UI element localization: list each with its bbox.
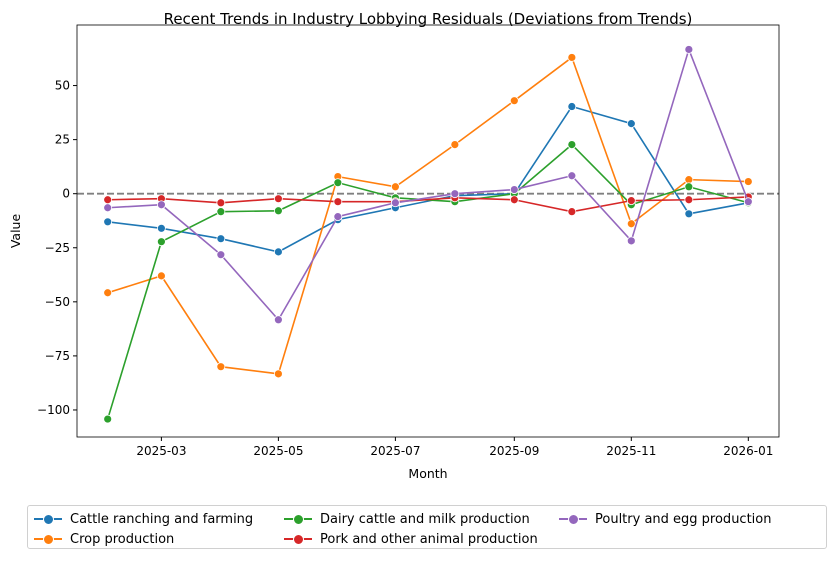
data-point [684, 195, 694, 205]
legend-item: Poultry and egg production [559, 509, 829, 529]
y-tick-label: 25 [55, 133, 70, 147]
x-tick-label: 2025-07 [370, 444, 420, 458]
y-tick-label: −25 [45, 241, 70, 255]
data-point [216, 362, 226, 372]
series-1 [103, 53, 753, 379]
x-tick-label: 2025-11 [606, 444, 656, 458]
legend-item: Crop production [34, 529, 284, 549]
data-point [333, 178, 343, 188]
series-4 [103, 45, 753, 325]
data-point [567, 140, 577, 149]
data-point [390, 198, 400, 208]
x-axis-label: Month [408, 466, 447, 481]
data-point [626, 119, 636, 129]
data-point [450, 140, 460, 149]
data-point [273, 194, 283, 204]
data-point [684, 182, 694, 192]
data-point [216, 198, 226, 208]
axes-frame [76, 24, 780, 438]
series-0 [103, 102, 753, 257]
data-point [273, 315, 283, 325]
legend-label: Dairy cattle and milk production [320, 511, 530, 527]
legend-item: Pork and other animal production [284, 529, 559, 549]
x-tick-label: 2025-03 [136, 444, 186, 458]
y-tick-label: 50 [55, 79, 70, 93]
data-point [216, 234, 226, 244]
y-tick-label: −50 [45, 295, 70, 309]
data-point [567, 53, 577, 62]
chart-title: Recent Trends in Industry Lobbying Resid… [164, 10, 693, 28]
series-line [107, 46, 750, 322]
data-point [103, 288, 113, 298]
data-point [626, 196, 636, 206]
data-point [743, 177, 753, 186]
data-point [684, 45, 694, 54]
y-tick-label: −75 [45, 349, 70, 363]
series-2 [103, 140, 753, 424]
data-point [567, 171, 577, 181]
data-point [743, 197, 753, 207]
x-tick-label: 2026-01 [723, 444, 773, 458]
data-point [333, 212, 343, 222]
legend-label: Cattle ranching and farming [70, 511, 254, 527]
data-point [333, 197, 343, 207]
legend: Cattle ranching and farming Dairy cattle … [27, 505, 827, 549]
data-point [273, 369, 283, 379]
data-point [567, 102, 577, 111]
data-point [450, 189, 460, 199]
data-point [509, 195, 519, 205]
data-point [156, 200, 166, 210]
y-tick-label: 0 [62, 187, 70, 201]
y-tick-label: −100 [37, 403, 70, 417]
data-point [273, 206, 283, 216]
data-point [103, 217, 113, 227]
legend-marker-icon [34, 514, 62, 525]
data-point [626, 219, 636, 229]
data-point [390, 182, 400, 192]
legend-label: Poultry and egg production [595, 511, 772, 527]
data-point [626, 236, 636, 246]
data-point [567, 207, 577, 217]
data-point [216, 250, 226, 260]
data-point [509, 185, 519, 194]
data-point [156, 237, 166, 247]
data-point [103, 414, 113, 424]
data-point [216, 207, 226, 217]
data-point [273, 247, 283, 257]
legend-marker-icon [34, 534, 62, 545]
series-line [107, 196, 749, 213]
legend-label: Pork and other animal production [320, 531, 538, 547]
x-tick-label: 2025-05 [253, 444, 303, 458]
series-line [107, 56, 749, 375]
legend-marker-icon [284, 514, 312, 525]
series-line [107, 105, 749, 253]
legend-marker-icon [559, 514, 587, 525]
series-3 [103, 192, 753, 217]
series-line [106, 143, 749, 420]
legend-label: Crop production [70, 531, 175, 547]
legend-marker-icon [284, 534, 312, 545]
data-point [509, 96, 519, 106]
legend-item: Dairy cattle and milk production [284, 509, 559, 529]
data-point [103, 203, 113, 213]
data-point [156, 223, 166, 233]
data-point [684, 209, 694, 219]
data-point [103, 195, 113, 205]
y-axis-label: Value [8, 214, 23, 249]
data-point [156, 271, 166, 281]
x-tick-label: 2025-09 [489, 444, 539, 458]
legend-item: Cattle ranching and farming [34, 509, 284, 529]
